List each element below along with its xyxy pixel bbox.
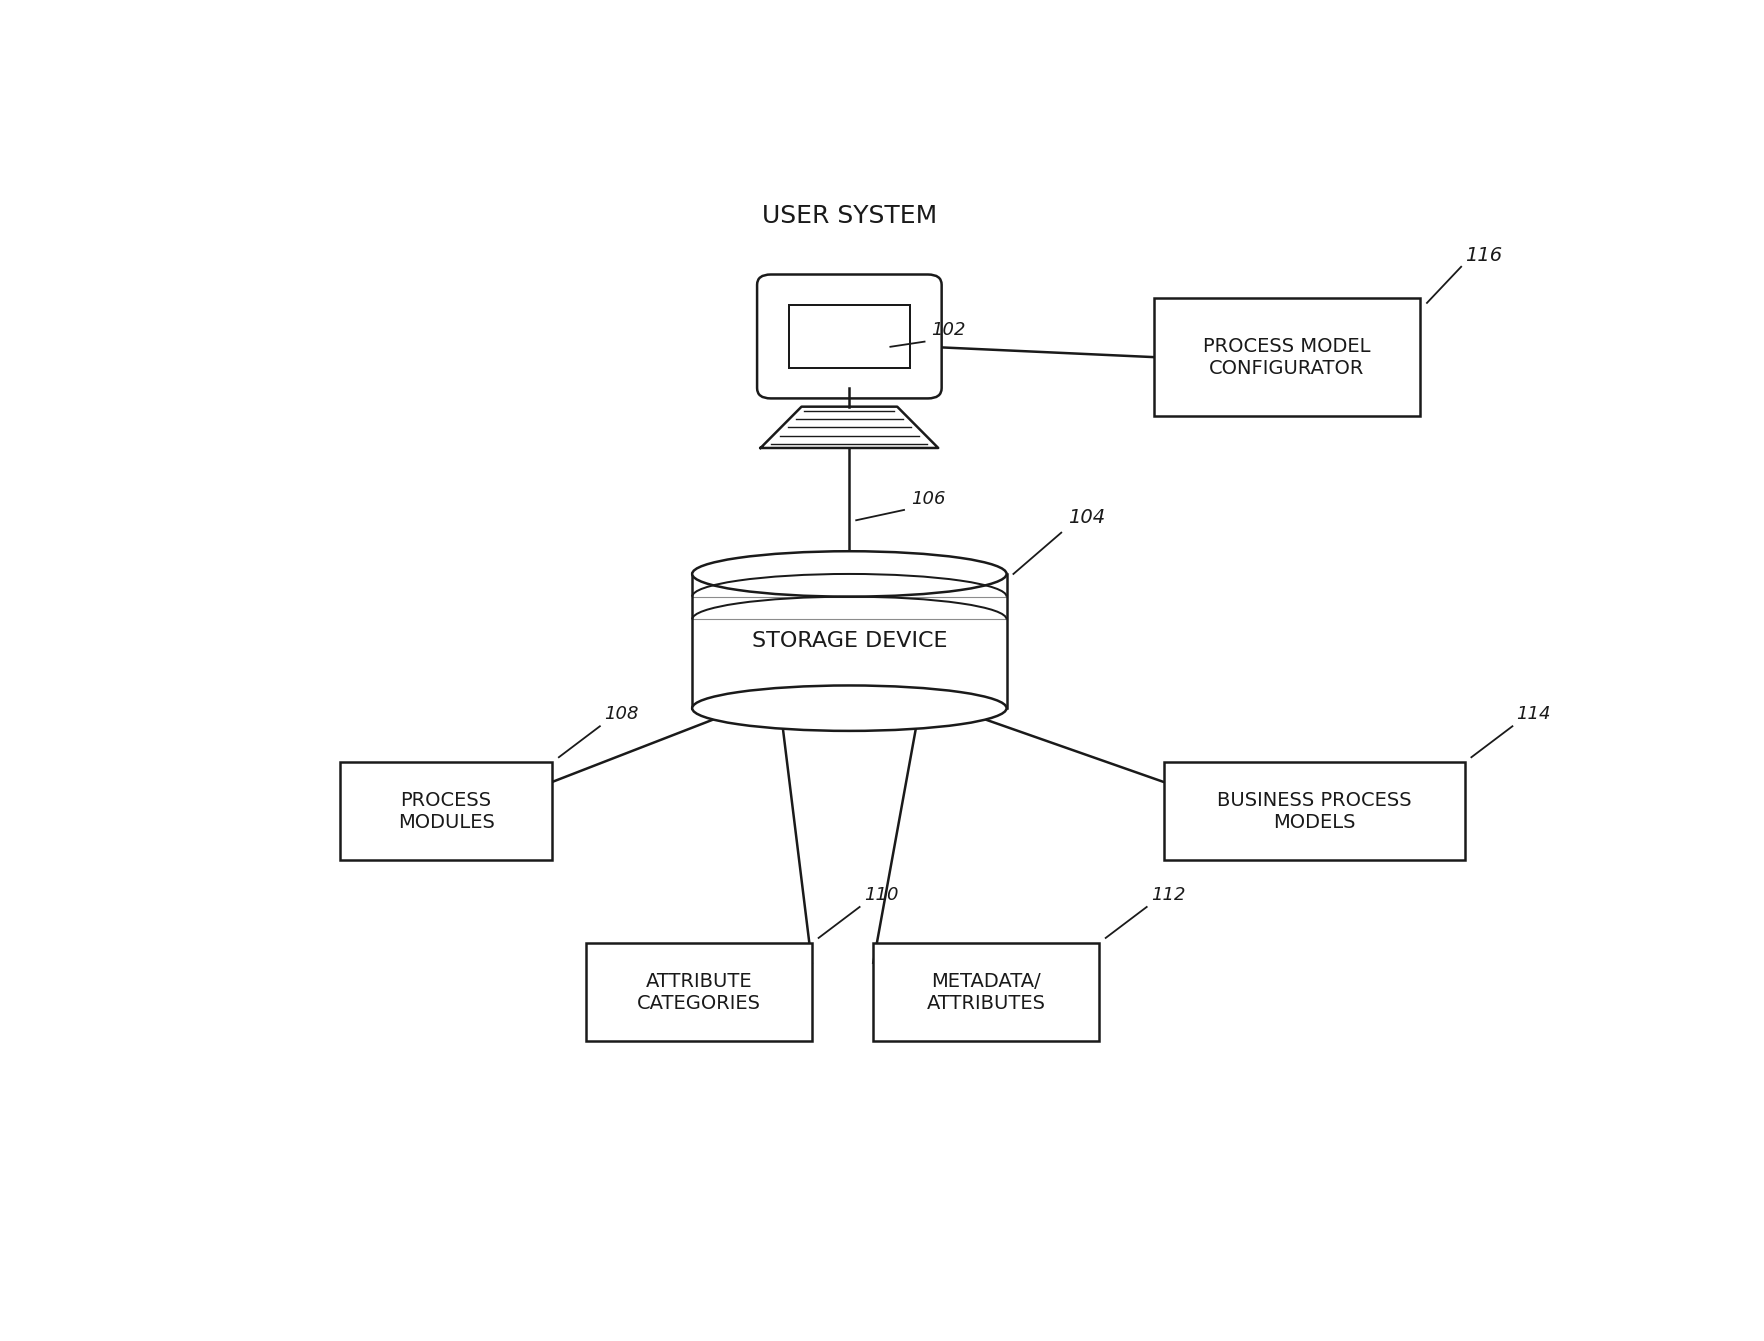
FancyBboxPatch shape	[757, 275, 942, 398]
Polygon shape	[760, 406, 938, 448]
FancyBboxPatch shape	[873, 943, 1099, 1041]
FancyBboxPatch shape	[586, 943, 811, 1041]
Ellipse shape	[691, 551, 1007, 597]
Text: BUSINESS PROCESS
MODELS: BUSINESS PROCESS MODELS	[1217, 791, 1411, 831]
Text: ATTRIBUTE
CATEGORIES: ATTRIBUTE CATEGORIES	[637, 972, 760, 1012]
FancyBboxPatch shape	[340, 763, 552, 861]
Text: 112: 112	[1150, 886, 1185, 904]
FancyBboxPatch shape	[1154, 298, 1420, 417]
Text: USER SYSTEM: USER SYSTEM	[762, 204, 937, 228]
Text: PROCESS
MODULES: PROCESS MODULES	[397, 791, 494, 831]
Text: 116: 116	[1466, 245, 1503, 264]
Ellipse shape	[691, 685, 1007, 731]
Text: 108: 108	[603, 705, 639, 723]
Text: 110: 110	[864, 886, 898, 904]
FancyBboxPatch shape	[691, 573, 1007, 575]
Text: 102: 102	[931, 320, 967, 338]
FancyBboxPatch shape	[1164, 763, 1464, 861]
Text: 104: 104	[1069, 508, 1106, 527]
Text: 106: 106	[910, 489, 946, 508]
FancyBboxPatch shape	[789, 304, 910, 367]
Text: METADATA/
ATTRIBUTES: METADATA/ ATTRIBUTES	[926, 972, 1046, 1012]
Text: 114: 114	[1517, 705, 1551, 723]
Text: STORAGE DEVICE: STORAGE DEVICE	[751, 632, 947, 652]
Text: PROCESS MODEL
CONFIGURATOR: PROCESS MODEL CONFIGURATOR	[1203, 337, 1371, 378]
